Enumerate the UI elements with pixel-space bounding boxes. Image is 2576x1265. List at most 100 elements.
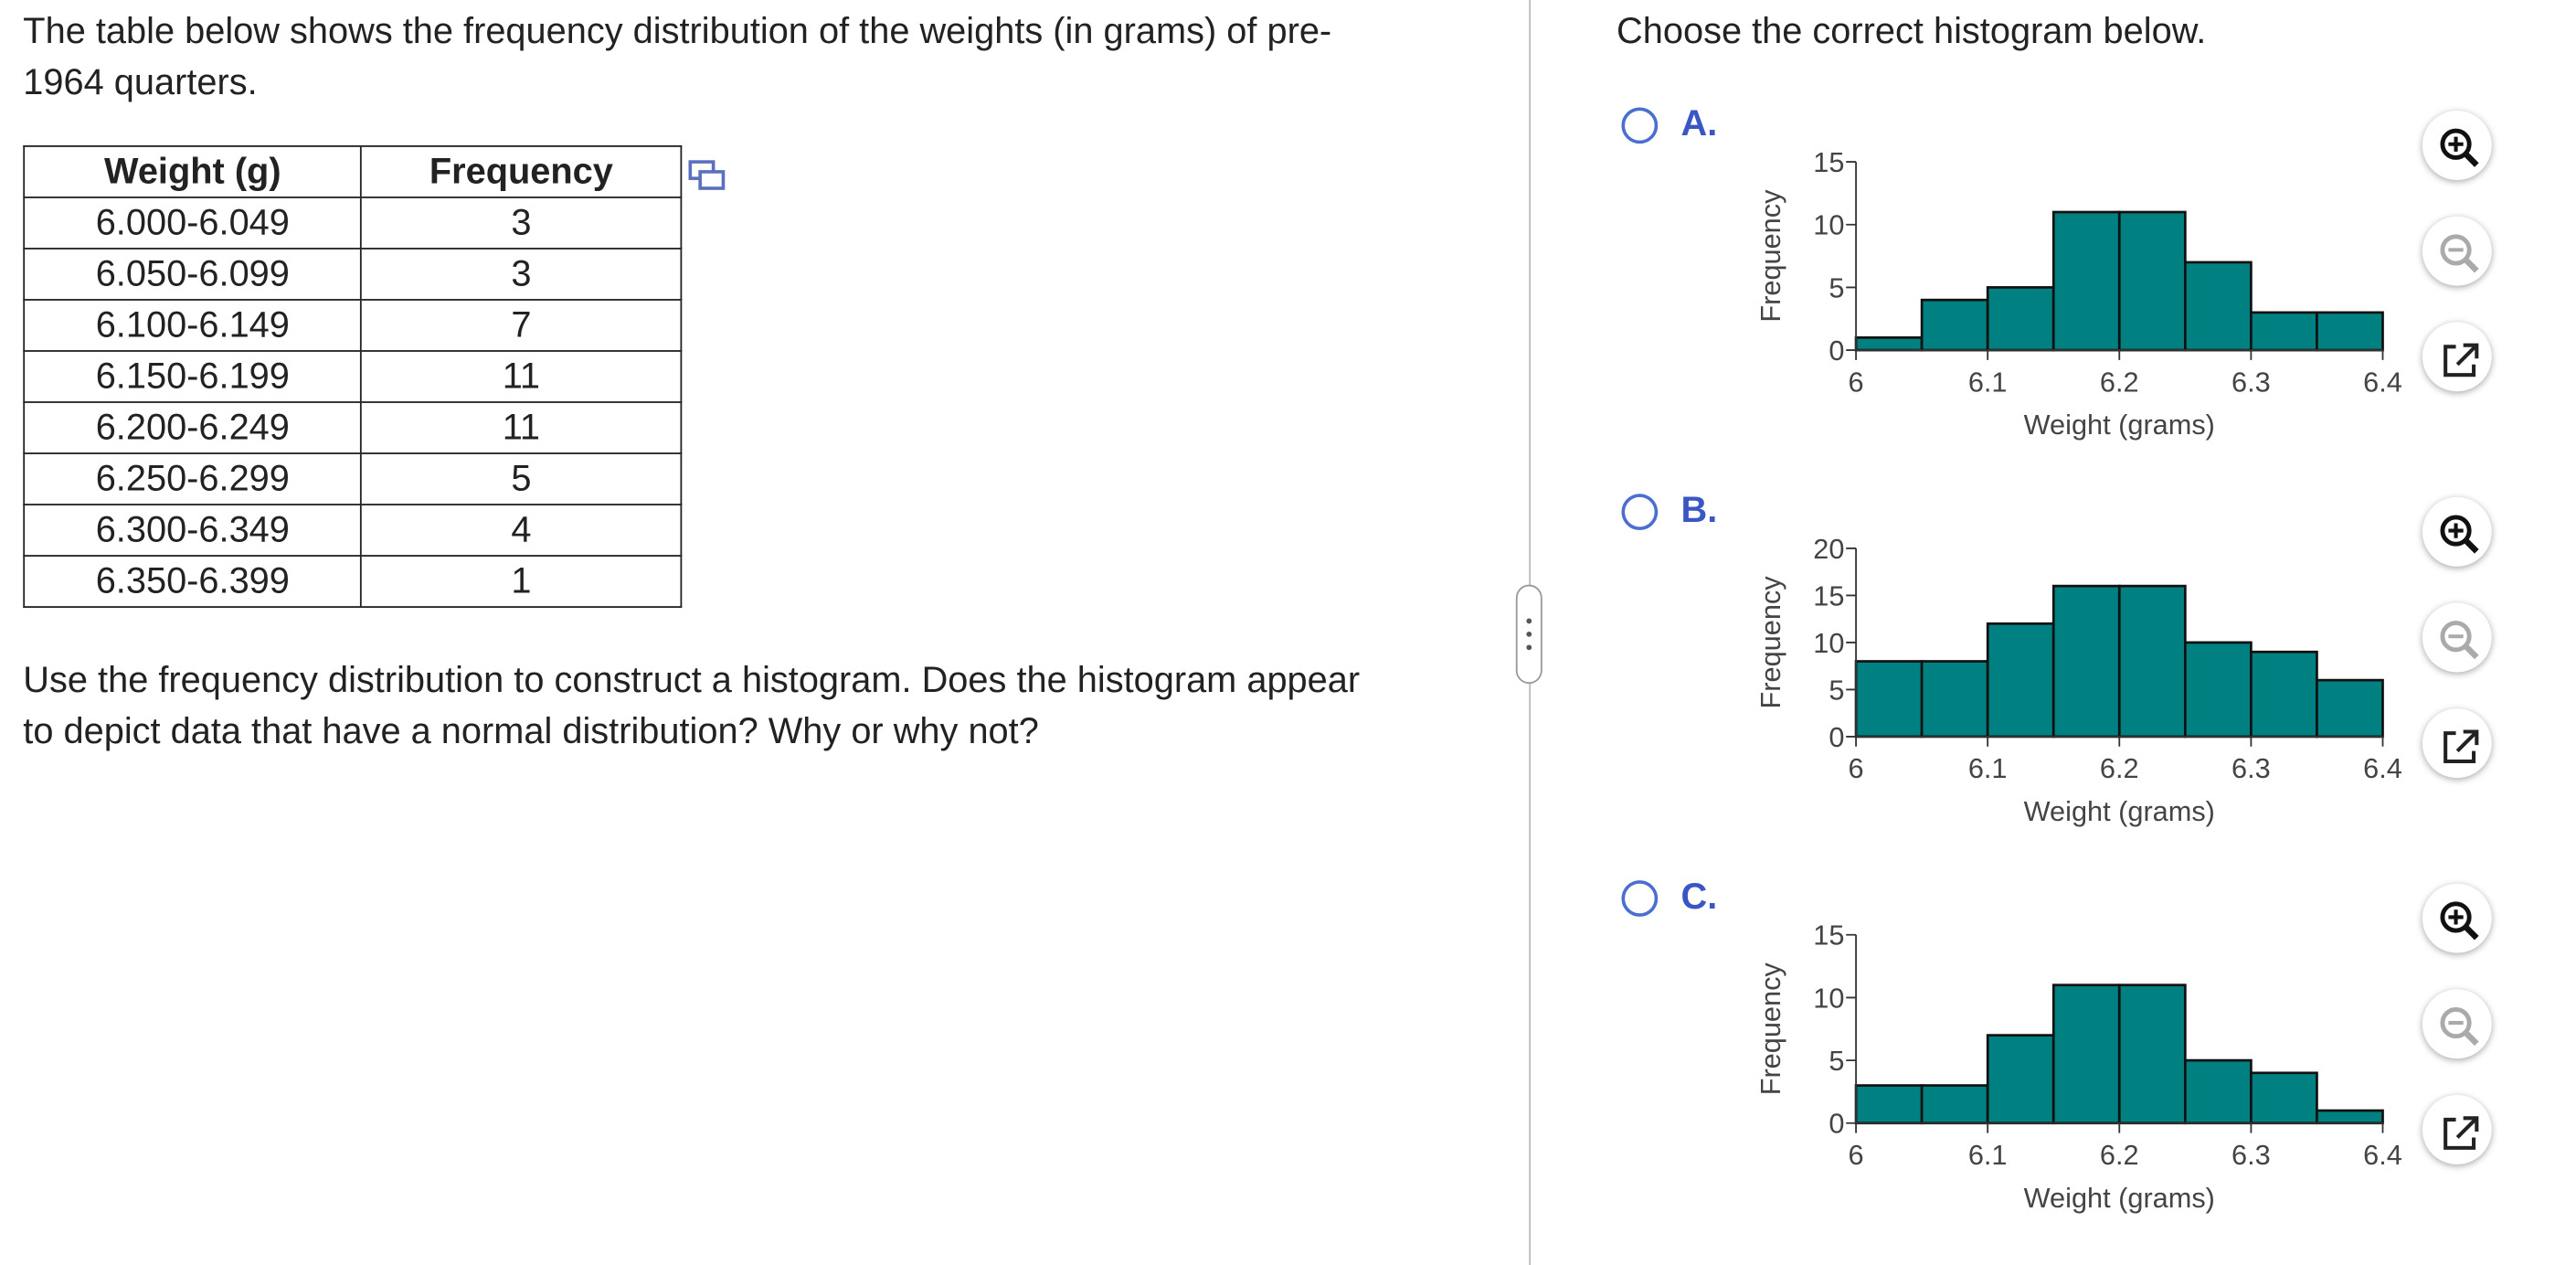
zoom-out-button[interactable] bbox=[2422, 602, 2492, 673]
open-new-window-button[interactable] bbox=[2422, 322, 2492, 392]
header-cell: Weight (g) bbox=[23, 145, 363, 198]
table-row: 6.100-6.149 7 bbox=[23, 299, 683, 352]
x-tick-label: 6 bbox=[1849, 1139, 1864, 1171]
x-axis-label: Weight (grams) bbox=[2024, 795, 2215, 827]
x-tick-label: 6.2 bbox=[2100, 1139, 2139, 1171]
icon bbox=[2440, 1006, 2479, 1047]
handle-dots bbox=[1526, 618, 1532, 651]
y-tick-label: 5 bbox=[1829, 1045, 1844, 1077]
y-tick-label: 5 bbox=[1829, 271, 1844, 303]
table-cell: 6.350-6.399 bbox=[23, 555, 363, 608]
choice-letter: B. bbox=[1680, 488, 1718, 531]
x-axis-label: Weight (grams) bbox=[2024, 1182, 2215, 1214]
table-row: 6.200-6.249 11 bbox=[23, 401, 683, 454]
icon bbox=[2440, 234, 2479, 273]
radio-button[interactable] bbox=[1621, 107, 1659, 144]
table-row: 6.250-6.299 5 bbox=[23, 452, 683, 505]
table-cell: 3 bbox=[360, 197, 683, 250]
x-tick-label: 6.3 bbox=[2231, 366, 2271, 398]
bar bbox=[2250, 311, 2318, 352]
header-row: Weight (g) Frequency bbox=[23, 145, 683, 198]
table-cell: 6.100-6.149 bbox=[23, 299, 363, 352]
y-axis-label: Frequency bbox=[1754, 576, 1786, 709]
open-new-window-button[interactable] bbox=[2422, 1095, 2492, 1164]
bar bbox=[2316, 311, 2384, 352]
radio-button[interactable] bbox=[1621, 494, 1659, 531]
choice-letter: A. bbox=[1680, 102, 1718, 144]
table-cell: 6.250-6.299 bbox=[23, 452, 363, 505]
x-tick-label: 6.2 bbox=[2100, 752, 2139, 784]
bar bbox=[2250, 650, 2318, 739]
table-cell: 6.200-6.249 bbox=[23, 401, 363, 454]
header-cell: Frequency bbox=[360, 145, 683, 198]
bar bbox=[1986, 622, 2055, 739]
bar bbox=[2316, 678, 2384, 739]
radio-button[interactable] bbox=[1621, 880, 1659, 917]
y-tick-label: 10 bbox=[1813, 982, 1844, 1014]
bar bbox=[1854, 1084, 1924, 1125]
bar bbox=[2117, 983, 2187, 1125]
bar bbox=[2117, 584, 2187, 739]
question-text: Use the frequency distribution to constr… bbox=[23, 658, 1361, 752]
x-tick-label: 6.3 bbox=[2231, 1139, 2271, 1171]
copy-icon[interactable] bbox=[687, 158, 726, 191]
icon bbox=[2440, 621, 2479, 660]
zoom-out-button[interactable] bbox=[2422, 216, 2492, 286]
bar bbox=[1920, 1084, 1989, 1125]
table-row: 6.050-6.099 3 bbox=[23, 248, 683, 301]
table-row: 6.150-6.199 11 bbox=[23, 350, 683, 403]
icon bbox=[2443, 343, 2479, 377]
bar bbox=[1854, 335, 1924, 352]
choice-letter: C. bbox=[1680, 875, 1718, 917]
bar bbox=[2051, 983, 2121, 1125]
icon bbox=[2443, 1116, 2479, 1150]
table-cell: 6.000-6.049 bbox=[23, 197, 363, 250]
y-tick-label: 10 bbox=[1813, 209, 1844, 241]
frequency-table: Weight (g) Frequency 6.000-6.049 3 6.050-6.0… bbox=[23, 145, 683, 608]
bar bbox=[1986, 286, 2055, 352]
bar bbox=[2051, 210, 2121, 352]
table-cell: 7 bbox=[360, 299, 683, 352]
y-tick-label: 0 bbox=[1829, 335, 1844, 367]
x-axis-label: Weight (grams) bbox=[2024, 409, 2215, 441]
table-cell: 4 bbox=[360, 504, 683, 557]
zoom-out-button[interactable] bbox=[2422, 989, 2492, 1059]
icon bbox=[2440, 515, 2479, 554]
table-cell: 6.150-6.199 bbox=[23, 350, 363, 403]
histogram: 0 5 10 15 6 6.1 6.2 6.3 6.4 Weight (grams) Frequen… bbox=[1754, 920, 2402, 1214]
open-new-window-button[interactable] bbox=[2422, 708, 2492, 779]
x-tick-label: 6.1 bbox=[1968, 366, 2008, 398]
y-tick-label: 15 bbox=[1813, 579, 1844, 611]
icon bbox=[2440, 128, 2479, 167]
bar bbox=[2051, 584, 2121, 739]
bar bbox=[2183, 641, 2253, 739]
zoom-in-button[interactable] bbox=[2422, 111, 2492, 180]
table-row: 6.350-6.399 1 bbox=[23, 555, 683, 608]
zoom-in-button[interactable] bbox=[2422, 496, 2492, 567]
table-cell: 6.300-6.349 bbox=[23, 504, 363, 557]
x-tick-label: 6 bbox=[1849, 752, 1864, 784]
zoom-in-button[interactable] bbox=[2422, 883, 2492, 953]
bar bbox=[2117, 210, 2187, 352]
bar bbox=[2183, 260, 2253, 352]
bar bbox=[1986, 1034, 2055, 1125]
icon bbox=[2443, 729, 2479, 764]
table-cell: 1 bbox=[360, 555, 683, 608]
bar bbox=[2250, 1071, 2318, 1125]
y-tick-label: 0 bbox=[1829, 721, 1844, 753]
bar bbox=[2183, 1058, 2253, 1125]
histogram: 0 5 10 15 6 6.1 6.2 6.3 6.4 Weight (grams) Frequen… bbox=[1754, 146, 2402, 441]
y-tick-label: 15 bbox=[1813, 146, 1844, 178]
y-axis-label: Frequency bbox=[1754, 189, 1786, 323]
y-tick-label: 20 bbox=[1813, 533, 1844, 565]
bar bbox=[1920, 298, 1989, 352]
icon bbox=[2440, 901, 2479, 941]
x-tick-label: 6.3 bbox=[2231, 752, 2271, 784]
bar bbox=[1854, 660, 1924, 739]
prompt-text: Choose the correct histogram below. bbox=[1617, 9, 2207, 52]
bar bbox=[1920, 660, 1989, 739]
y-axis-label: Frequency bbox=[1754, 962, 1786, 1096]
divider-handle[interactable] bbox=[1515, 584, 1542, 685]
